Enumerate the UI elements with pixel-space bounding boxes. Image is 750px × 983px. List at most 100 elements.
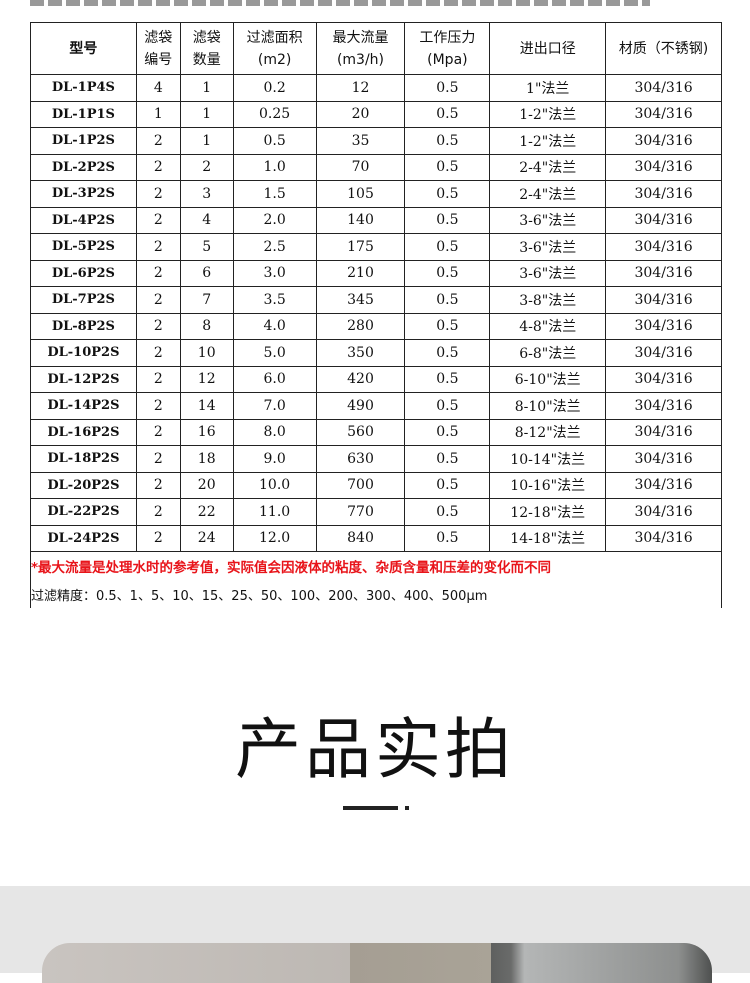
table-cell: 35 bbox=[315, 127, 406, 155]
table-cell: 14-18"法兰 bbox=[489, 524, 607, 552]
table-row: DL-8P2S 2 8 4.0 280 0.5 4-8"法兰 304/316 bbox=[30, 312, 722, 340]
column-header: 工作压力 (Mpa) bbox=[404, 22, 491, 75]
table-cell: 8 bbox=[179, 312, 234, 340]
table-cell: 5 bbox=[179, 233, 234, 261]
table-row: DL-7P2S 2 7 3.5 345 0.5 3-8"法兰 304/316 bbox=[30, 286, 722, 314]
table-cell: 12 bbox=[179, 365, 234, 393]
header-text: 工作压力 bbox=[419, 29, 476, 46]
table-cell: 22 bbox=[179, 498, 234, 526]
table-cell: 0.5 bbox=[404, 339, 491, 367]
table-cell: 2.0 bbox=[232, 206, 317, 234]
table-cell: 4.0 bbox=[232, 312, 317, 340]
table-cell: 3.5 bbox=[232, 286, 317, 314]
table-cell: DL-2P2S bbox=[30, 153, 137, 181]
table-cell: 2-4"法兰 bbox=[489, 153, 607, 181]
table-cell: 1 bbox=[135, 100, 181, 128]
table-cell: 2-4"法兰 bbox=[489, 180, 607, 208]
header-text: 滤袋 bbox=[192, 29, 221, 46]
table-cell: 70 bbox=[315, 153, 406, 181]
table-cell: 10 bbox=[179, 339, 234, 367]
table-cell: 20 bbox=[179, 471, 234, 499]
table-cell: 304/316 bbox=[605, 259, 722, 287]
header-text: (Mpa) bbox=[427, 51, 468, 68]
table-cell: 2 bbox=[135, 471, 181, 499]
table-cell: 2 bbox=[135, 180, 181, 208]
table-cell: DL-1P1S bbox=[30, 100, 137, 128]
table-cell: 0.2 bbox=[232, 74, 317, 102]
table-cell: 12 bbox=[315, 74, 406, 102]
table-cell: 304/316 bbox=[605, 339, 722, 367]
table-cell: 4 bbox=[135, 74, 181, 102]
table-cell: 2 bbox=[135, 233, 181, 261]
table-cell: DL-8P2S bbox=[30, 312, 137, 340]
table-cell: 10.0 bbox=[232, 471, 317, 499]
table-row: DL-24P2S 2 24 12.0 840 0.5 14-18"法兰 304/316 bbox=[30, 524, 722, 552]
table-cell: 140 bbox=[315, 206, 406, 234]
table-cell: 1.0 bbox=[232, 153, 317, 181]
table-cell: 2 bbox=[135, 445, 181, 473]
table-cell: DL-3P2S bbox=[30, 180, 137, 208]
table-cell: 304/316 bbox=[605, 180, 722, 208]
table-cell: 3 bbox=[179, 180, 234, 208]
table-cell: 2 bbox=[135, 286, 181, 314]
table-row: DL-1P4S 4 1 0.2 12 0.5 1"法兰 304/316 bbox=[30, 74, 722, 102]
header-text: 进出口径 bbox=[519, 40, 576, 57]
table-cell: 4 bbox=[179, 206, 234, 234]
table-cell: DL-5P2S bbox=[30, 233, 137, 261]
table-cell: 304/316 bbox=[605, 418, 722, 446]
table-cell: 175 bbox=[315, 233, 406, 261]
table-cell: 0.5 bbox=[404, 100, 491, 128]
table-cell: 10-16"法兰 bbox=[489, 471, 607, 499]
table-cell: 280 bbox=[315, 312, 406, 340]
header-text: 滤袋 bbox=[144, 29, 173, 46]
table-cell: DL-10P2S bbox=[30, 339, 137, 367]
table-cell: 304/316 bbox=[605, 392, 722, 420]
table-cell: 0.5 bbox=[404, 127, 491, 155]
table-row: DL-18P2S 2 18 9.0 630 0.5 10-14"法兰 304/316 bbox=[30, 445, 722, 473]
table-row: DL-14P2S 2 14 7.0 490 0.5 8-10"法兰 304/316 bbox=[30, 392, 722, 420]
table-cell: 3-6"法兰 bbox=[489, 233, 607, 261]
header-text: 材质（不锈钢) bbox=[618, 40, 709, 57]
header-text: (m3/h) bbox=[336, 51, 385, 68]
table-cell: 2 bbox=[135, 498, 181, 526]
table-cell: 0.5 bbox=[404, 233, 491, 261]
table-row: DL-2P2S 2 2 1.0 70 0.5 2-4"法兰 304/316 bbox=[30, 153, 722, 181]
table-row: DL-4P2S 2 4 2.0 140 0.5 3-6"法兰 304/316 bbox=[30, 206, 722, 234]
table-cell: 490 bbox=[315, 392, 406, 420]
table-cell: 0.5 bbox=[404, 365, 491, 393]
table-cell: 0.5 bbox=[404, 153, 491, 181]
table-cell: 0.5 bbox=[404, 74, 491, 102]
table-cell: 2.5 bbox=[232, 233, 317, 261]
table-cell: 6 bbox=[179, 259, 234, 287]
cropped-top-text bbox=[30, 0, 650, 6]
table-row: DL-12P2S 2 12 6.0 420 0.5 6-10"法兰 304/316 bbox=[30, 365, 722, 393]
table-row: DL-5P2S 2 5 2.5 175 0.5 3-6"法兰 304/316 bbox=[30, 233, 722, 261]
divider-dot bbox=[405, 806, 409, 810]
table-cell: 2 bbox=[135, 312, 181, 340]
table-cell: 0.5 bbox=[404, 445, 491, 473]
table-cell: 0.5 bbox=[232, 127, 317, 155]
table-cell: 2 bbox=[135, 418, 181, 446]
table-cell: 0.5 bbox=[404, 180, 491, 208]
table-cell: 1-2"法兰 bbox=[489, 127, 607, 155]
header-text: 型号 bbox=[69, 40, 98, 57]
table-cell: DL-22P2S bbox=[30, 498, 137, 526]
table-cell: 1-2"法兰 bbox=[489, 100, 607, 128]
table-row: DL-16P2S 2 16 8.0 560 0.5 8-12"法兰 304/316 bbox=[30, 418, 722, 446]
table-cell: 0.25 bbox=[232, 100, 317, 128]
table-cell: 304/316 bbox=[605, 524, 722, 552]
table-cell: 304/316 bbox=[605, 127, 722, 155]
table-cell: 4-8"法兰 bbox=[489, 312, 607, 340]
table-cell: 304/316 bbox=[605, 312, 722, 340]
table-cell: 7.0 bbox=[232, 392, 317, 420]
table-cell: 304/316 bbox=[605, 100, 722, 128]
divider bbox=[343, 806, 398, 810]
column-header: 最大流量 (m3/h) bbox=[315, 22, 406, 75]
header-text: 过滤面积 bbox=[246, 29, 303, 46]
table-cell: 6.0 bbox=[232, 365, 317, 393]
table-cell: 2 bbox=[135, 259, 181, 287]
filter-precision: 过滤精度：0.5、1、5、10、15、25、50、100、200、300、400… bbox=[30, 580, 722, 608]
table-cell: 1.5 bbox=[232, 180, 317, 208]
table-cell: 0.5 bbox=[404, 392, 491, 420]
table-cell: 304/316 bbox=[605, 74, 722, 102]
